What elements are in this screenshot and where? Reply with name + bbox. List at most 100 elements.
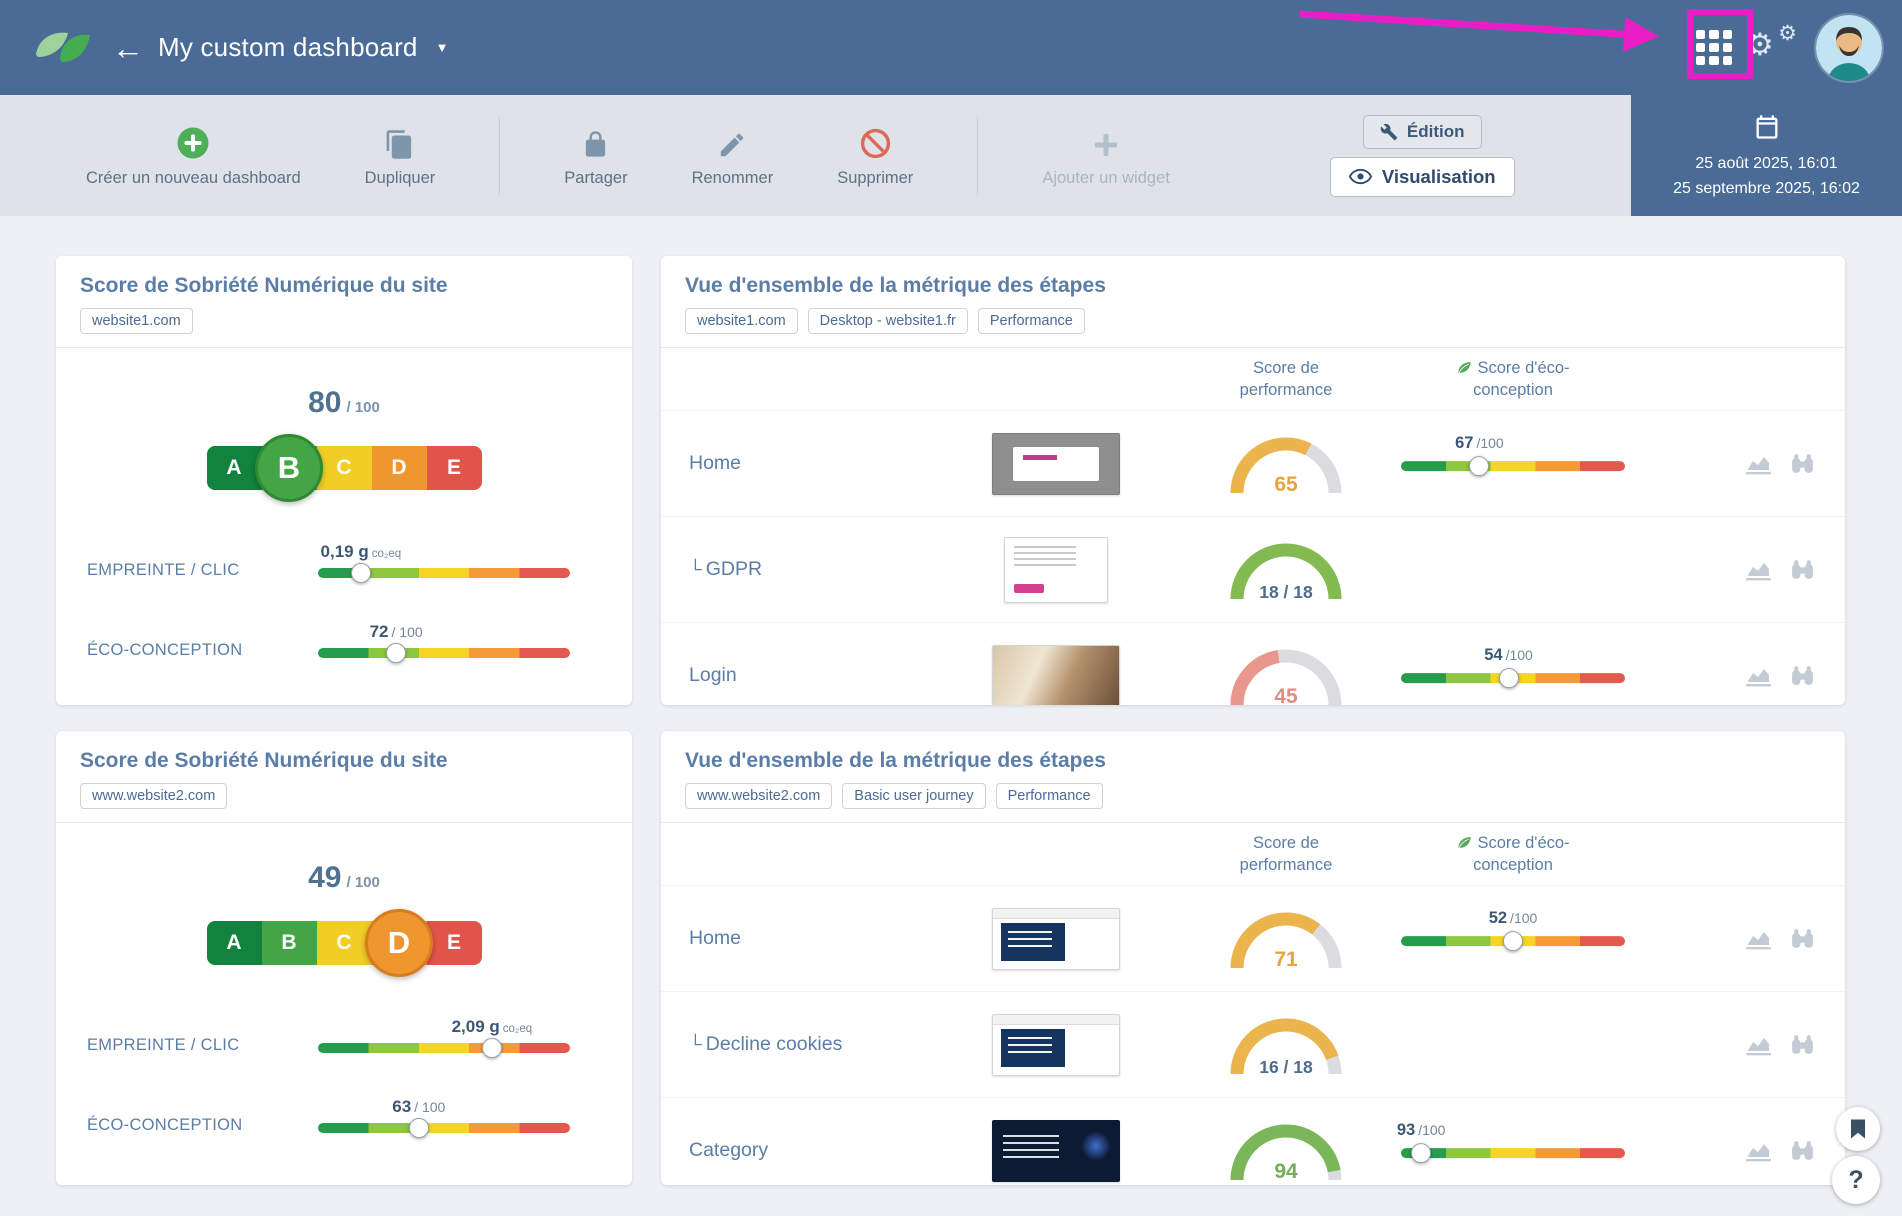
step-thumbnail[interactable] — [992, 907, 1120, 970]
metric-bar-zone: 72/ 100 — [318, 616, 570, 663]
step-thumbnail[interactable] — [1004, 536, 1108, 603]
step-name: Category — [689, 1139, 769, 1161]
step-name: └ GDPR — [689, 558, 763, 580]
mode-buttons: Édition Visualisation — [1329, 114, 1515, 197]
step-thumbnail[interactable] — [992, 1119, 1120, 1182]
date-start: 25 août 2025, 16:01 — [1695, 155, 1838, 172]
score-marker[interactable] — [1411, 1142, 1432, 1163]
metric-row: EMPREINTE / CLIC 0,19 g co₂eq — [56, 536, 632, 583]
grade-scale: ABCDED — [206, 909, 482, 977]
score-marker[interactable] — [386, 643, 407, 663]
step-thumbnail[interactable] — [992, 1013, 1120, 1076]
step-row: Login 45 54/100 — [661, 622, 1845, 705]
toolbar-action-create[interactable]: Créer un nouveau dashboard — [86, 124, 301, 188]
grade-D: D — [371, 446, 427, 490]
row-actions — [1625, 558, 1845, 581]
filter-tag[interactable]: www.website2.com — [80, 783, 228, 809]
filter-tag[interactable]: Desktop - website1.fr — [807, 308, 968, 334]
lock-icon — [581, 124, 610, 160]
card-header: Score de Sobriété Numérique du site websi… — [56, 256, 632, 348]
score-marker[interactable] — [408, 1118, 429, 1138]
eco-score-value: 52/100 — [1488, 908, 1538, 927]
dashboard-grid: Score de Sobriété Numérique du site websi… — [56, 256, 1845, 1185]
table-header: Score de performance Score d'éco-concepti… — [661, 348, 1845, 410]
active-grade: D — [365, 909, 433, 977]
step-thumbnail[interactable] — [992, 644, 1120, 705]
column-eco-conception: Score d'éco-conception — [1434, 832, 1592, 877]
chart-icon[interactable] — [1745, 928, 1772, 950]
metric-label: EMPREINTE / CLIC — [87, 561, 240, 579]
binoculars-icon[interactable] — [1790, 1139, 1815, 1162]
chart-icon[interactable] — [1745, 1140, 1772, 1162]
tag-row: www.website2.com — [80, 783, 608, 809]
score-marker[interactable] — [1503, 930, 1523, 951]
filter-tag[interactable]: www.website2.com — [685, 783, 833, 809]
eco-score: 93/100 — [1397, 1116, 1625, 1163]
binoculars-icon[interactable] — [1790, 1033, 1815, 1056]
no-entry-icon — [859, 124, 892, 160]
active-grade: B — [255, 434, 323, 502]
app-logo-leaf-icon[interactable] — [34, 26, 92, 70]
binoculars-icon[interactable] — [1790, 927, 1815, 950]
chevron-down-icon[interactable]: ▼ — [435, 40, 449, 55]
toolbar-action-rename[interactable]: Renommer — [692, 124, 773, 188]
column-performance: Score de performance — [1239, 358, 1333, 399]
score-marker[interactable] — [1498, 667, 1519, 688]
grid-icon — [1696, 29, 1732, 66]
filter-tag[interactable]: website1.com — [685, 308, 798, 334]
edition-label: Édition — [1406, 121, 1465, 141]
chart-icon[interactable] — [1745, 665, 1772, 687]
step-name: Home — [689, 452, 742, 474]
binoculars-icon[interactable] — [1790, 452, 1815, 475]
visualisation-button[interactable]: Visualisation — [1329, 156, 1515, 197]
grade-B: B — [261, 921, 317, 965]
gauge-value: 16 / 18 — [1259, 1056, 1313, 1077]
toolbar-action-label: Créer un nouveau dashboard — [86, 168, 301, 187]
metric-bar-zone: 2,09 g co₂eq — [318, 1011, 570, 1058]
date-range-panel[interactable]: 25 août 2025, 16:01 25 septembre 2025, 1… — [1631, 95, 1902, 216]
filter-tag[interactable]: Basic user journey — [842, 783, 986, 809]
pencil-icon — [717, 124, 747, 160]
metrics-card-1: Vue d'ensemble de la métrique des étapes… — [661, 256, 1845, 705]
eye-icon — [1348, 168, 1372, 185]
score-marker[interactable] — [350, 563, 371, 583]
avatar[interactable] — [1816, 14, 1882, 81]
toolbar-action-duplicate[interactable]: Dupliquer — [365, 124, 435, 188]
score-marker[interactable] — [1469, 455, 1490, 476]
sobriety-card-1: Score de Sobriété Numérique du site websi… — [56, 256, 632, 705]
toolbar-action-share[interactable]: Partager — [564, 124, 628, 188]
gauge-value: 65 — [1274, 472, 1298, 496]
sub-step-branch-icon: └ — [689, 1034, 702, 1054]
eco-score: 52/100 — [1401, 904, 1625, 951]
eco-score: 67/100 — [1401, 429, 1625, 476]
bookmark-button[interactable] — [1836, 1107, 1880, 1151]
chart-icon[interactable] — [1745, 453, 1772, 475]
toolbar-action-delete[interactable]: Supprimer — [837, 124, 913, 188]
score-marker[interactable] — [481, 1038, 502, 1058]
toolbar-action-add-widget: Ajouter un widget — [1042, 124, 1170, 188]
back-button[interactable]: ← — [112, 29, 144, 66]
sub-step-branch-icon: └ — [689, 559, 702, 579]
eco-score: 54/100 — [1401, 641, 1625, 688]
edition-button[interactable]: Édition — [1362, 114, 1482, 149]
metric-label: ÉCO-CONCEPTION — [87, 1116, 243, 1134]
app-header: ← My custom dashboard ▼ ⚙ ⚙ — [0, 0, 1902, 95]
help-button[interactable]: ? — [1832, 1156, 1880, 1204]
dashboard-grid-button[interactable] — [1696, 29, 1732, 66]
leaf-icon — [1456, 834, 1477, 852]
binoculars-icon[interactable] — [1790, 558, 1815, 581]
score-value: 80 — [308, 386, 342, 419]
metric-value: 2,09 g co₂eq — [451, 1017, 533, 1036]
step-thumbnail[interactable] — [992, 432, 1120, 495]
settings-gears-icon[interactable]: ⚙ ⚙ — [1746, 21, 1797, 62]
dashboard-title[interactable]: My custom dashboard — [158, 32, 418, 62]
binoculars-icon[interactable] — [1790, 664, 1815, 687]
chart-icon[interactable] — [1745, 559, 1772, 581]
gauge-value: 94 — [1274, 1159, 1298, 1183]
plus-icon — [1091, 124, 1121, 160]
filter-tag[interactable]: Performance — [995, 783, 1103, 809]
date-end: 25 septembre 2025, 16:02 — [1673, 180, 1860, 197]
filter-tag[interactable]: Performance — [977, 308, 1085, 334]
filter-tag[interactable]: website1.com — [80, 308, 193, 334]
chart-icon[interactable] — [1745, 1034, 1772, 1056]
